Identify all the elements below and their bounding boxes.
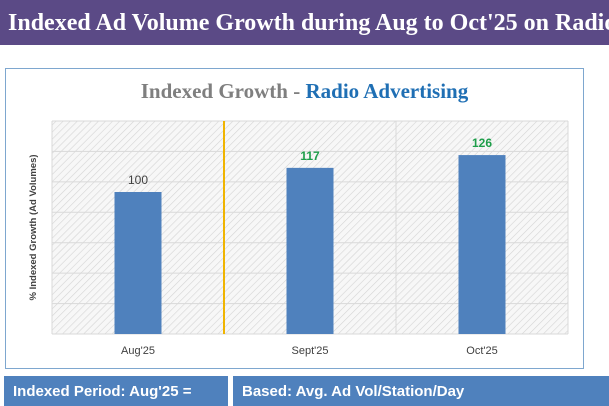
bar-1	[114, 192, 162, 334]
bars	[114, 155, 506, 334]
y-axis-label: % Indexed Growth (Ad Volumes)	[28, 154, 39, 300]
value-labels: 100 117 126	[128, 136, 492, 187]
chart-title: Indexed Growth - Radio Advertising	[0, 79, 609, 104]
bar-3	[458, 155, 506, 334]
chart-title-separator: -	[287, 79, 306, 103]
bar-2	[286, 167, 334, 334]
x-tick-labels: Aug'25 Sept'25 Oct'25	[121, 345, 498, 357]
x-tick-label-2: Sept'25	[292, 345, 329, 357]
basis-box: Based: Avg. Ad Vol/Station/Day	[233, 376, 609, 406]
x-tick-label-3: Oct'25	[466, 345, 497, 357]
indexed-period-box: Indexed Period: Aug'25 =	[4, 376, 228, 406]
value-label-1: 100	[128, 173, 148, 187]
chart-title-main: Indexed Growth	[140, 79, 288, 103]
banner-title: Indexed Ad Volume Growth during Aug to O…	[0, 0, 609, 45]
x-tick-label-1: Aug'25	[121, 345, 155, 357]
chart-title-highlight: Radio Advertising	[305, 79, 469, 103]
value-label-3: 126	[472, 136, 492, 150]
value-label-2: 117	[300, 149, 320, 163]
